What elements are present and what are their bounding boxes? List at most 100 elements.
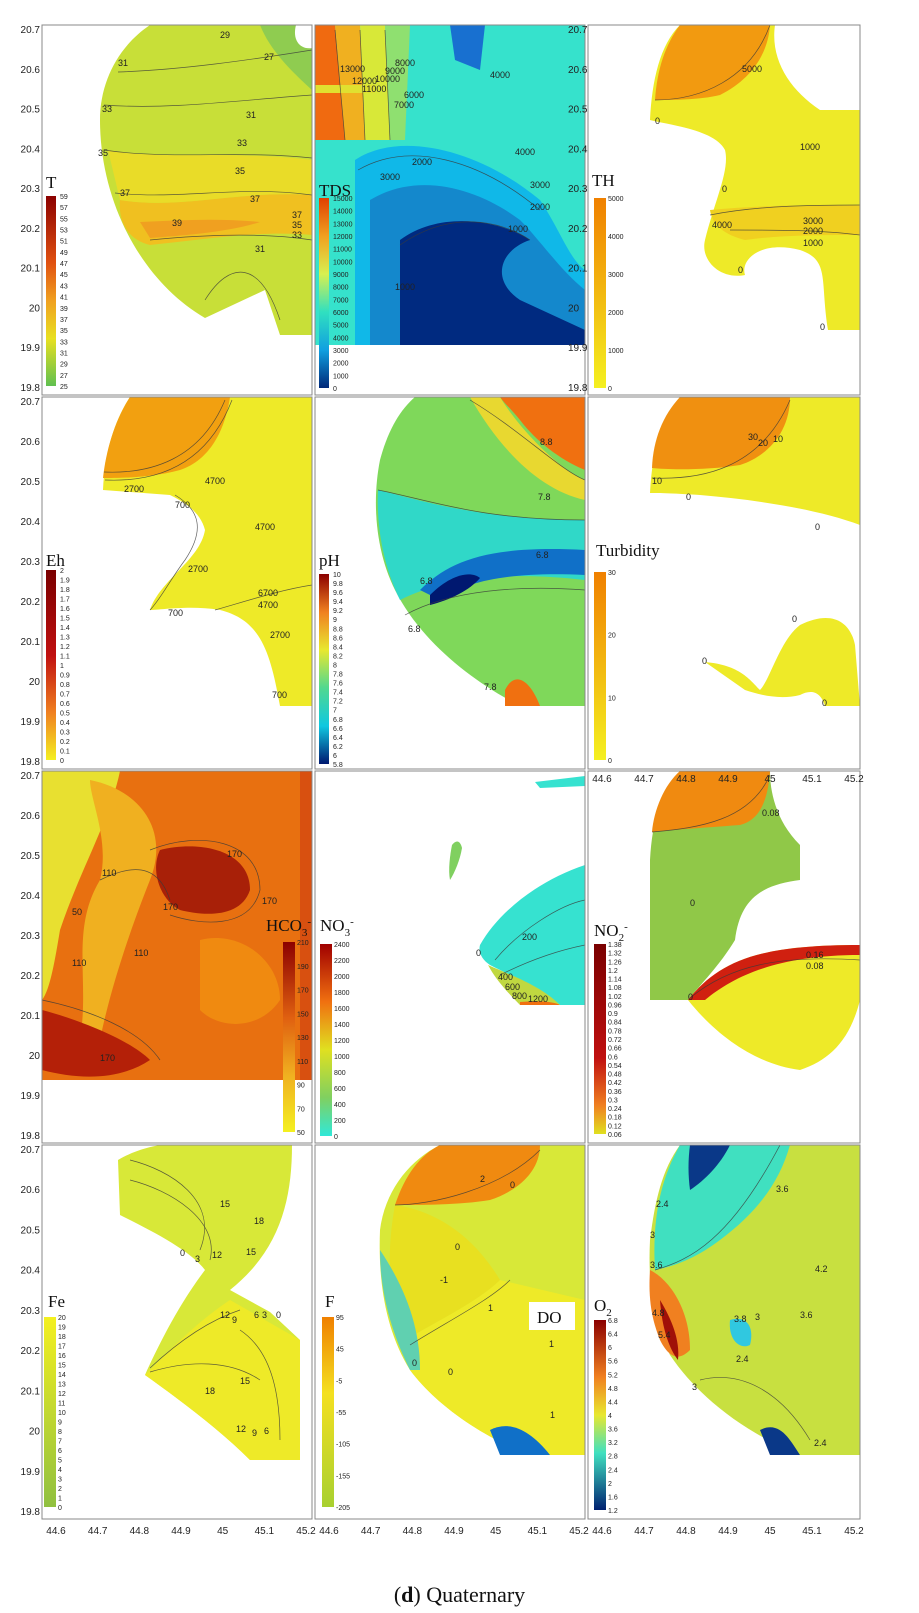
colorbar-tick-label: 2000 [608,310,624,317]
turbidity-contour-labels: 30 20 10 10 0 0 0 0 0 [652,432,827,708]
y-tick-label: 20.5 [568,105,588,116]
contour-label: 1000 [803,238,823,248]
contour-label: 10000 [375,74,400,84]
colorbar-tick-label: 1.7 [60,597,70,604]
colorbar-tick-label: 9000 [333,272,349,279]
contour-label: 170 [100,1053,115,1063]
contour-label: 9 [252,1428,257,1438]
y-tick-label: 19.9 [21,717,41,728]
colorbar-tick-label: 8.8 [333,626,343,633]
x-axis-ticks-col2: 44.6 44.7 44.8 44.9 45 45.1 45.2 [319,1526,589,1537]
colorbar-hco3-ticks: 210 190 170 150 130 110 90 70 50 [297,940,309,1137]
colorbar-tick-label: 6.4 [608,1332,618,1339]
x-tick-label: 44.6 [46,1526,66,1537]
colorbar-tick-label: 4.8 [608,1386,618,1393]
contour-label: 0 [455,1242,460,1252]
panel-label-eh: Eh [46,551,65,570]
y-tick-label: 20 [29,1051,41,1062]
contour-label: 3.6 [800,1310,813,1320]
colorbar-tick-label: 0.6 [608,1054,618,1061]
colorbar-tick-label: 70 [297,1106,305,1113]
th-contour-labels: 5000 0 1000 0 3000 2000 1000 0 0 4000 [655,64,825,332]
y-tick-label: 20.2 [568,224,588,235]
y-tick-label: 20.6 [21,65,41,76]
x-tick-label: 44.7 [634,774,654,785]
contour-label: 31 [255,244,265,254]
contour-label: 700 [272,690,287,700]
colorbar-no2-ticks: 1.381.321.261.21.141.081.020.960.90.840.… [608,942,622,1139]
contour-label: 35 [98,148,108,158]
contour-label: 33 [292,230,302,240]
contour-label: 10 [773,434,783,444]
colorbar-tick-label: 6.8 [608,1318,618,1325]
y-axis-ticks-row2: 20.7 20.6 20.5 20.4 20.3 20.2 20.1 20 19.9 19.8 [21,397,41,768]
colorbar-tick-label: 90 [297,1083,305,1090]
colorbar-tick-label: 210 [297,940,309,947]
colorbar-tick-label: 400 [334,1102,346,1109]
contour-label: 35 [292,220,302,230]
colorbar-o2-ticks: 6.8 6.4 6 5.6 5.2 4.8 4.4 4 3.6 3.2 2.8 2.4 2 1.6 1.2 [608,1318,618,1515]
colorbar-tick-label: 14 [58,1372,66,1379]
colorbar-tick-label: 1.5 [60,616,70,623]
fe-contour-labels: 18 15 15 12 0 3 12 9 6 3 0 18 15 12 9 6 [180,1199,281,1438]
contour-label: 2000 [530,202,550,212]
colorbar-tick-label: 1000 [333,373,349,380]
contour-label: 4.2 [815,1264,828,1274]
colorbar-tick-label: 0 [334,1134,338,1141]
x-tick-label: 44.8 [676,774,696,785]
colorbar-tick-label: 29 [60,362,68,369]
panel-hco3: 170 110 170 50 170 110 110 170 HCO3- 210… [41,770,313,1144]
x-tick-label: 44.8 [676,1526,696,1537]
contour-label: 170 [262,896,277,906]
colorbar-tick-label: 0.5 [60,711,70,718]
contour-label: 39 [172,218,182,228]
y-tick-label: 20.4 [21,1266,41,1277]
contour-label: -1 [440,1275,448,1285]
contour-label: 6.8 [408,624,421,634]
colorbar-tick-label: 0.12 [608,1123,622,1130]
y-tick-label: 19.9 [568,343,588,354]
contour-label: 6 [254,1310,259,1320]
y-tick-label: 19.8 [568,383,588,394]
colorbar-o2 [594,1320,606,1510]
panel-label-th: TH [592,171,615,190]
colorbar-tick-label: 7.8 [333,672,343,679]
y-tick-label: 20.6 [21,437,41,448]
colorbar-tick-label: 200 [334,1118,346,1125]
contour-label: 0.16 [806,950,824,960]
o2-contour-labels: 2.4 3.6 3 3.6 4.2 4.8 5.4 3.8 3 2.4 3.6 … [650,1184,828,1448]
contour-label: 0 [510,1180,515,1190]
contour-label: 110 [102,868,116,878]
contour-label: 3 [692,1382,697,1392]
colorbar-tick-label: 1 [60,663,64,670]
y-tick-label: 20.5 [21,1225,41,1236]
contour-label: 0.08 [762,808,780,818]
x-tick-label: 44.6 [319,1526,339,1537]
panel-label-no2: NO2- [594,921,628,944]
colorbar-tick-label: 1200 [334,1038,350,1045]
colorbar-tick-label: 33 [60,339,68,346]
contour-label: 13000 [340,64,365,74]
contour-label: 700 [168,608,183,618]
contour-label: 3 [195,1254,200,1264]
colorbar-no3 [320,944,332,1136]
x-axis-ticks-col3: 44.6 44.7 44.8 44.9 45 45.1 45.2 [592,1526,864,1537]
contour-label: 6.8 [420,576,433,586]
colorbar-tick-label: 41 [60,295,68,302]
y-tick-label: 20.3 [21,1306,41,1317]
contour-label: 200 [522,932,537,942]
panel-label-o2: O2 [594,1296,612,1319]
x-tick-label: 44.9 [718,1526,738,1537]
contour-label: 110 [134,948,148,958]
colorbar-th [594,198,606,388]
y-tick-label: 20.4 [21,891,41,902]
contour-label: 3 [262,1310,267,1320]
colorbar-tick-label: 27 [60,373,68,380]
colorbar-tick-label: 10000 [333,259,353,266]
x-tick-label: 44.8 [130,1526,150,1537]
colorbar-tick-label: 53 [60,228,68,235]
colorbar-tick-label: 10 [333,572,341,579]
colorbar-tick-label: 6.8 [333,717,343,724]
